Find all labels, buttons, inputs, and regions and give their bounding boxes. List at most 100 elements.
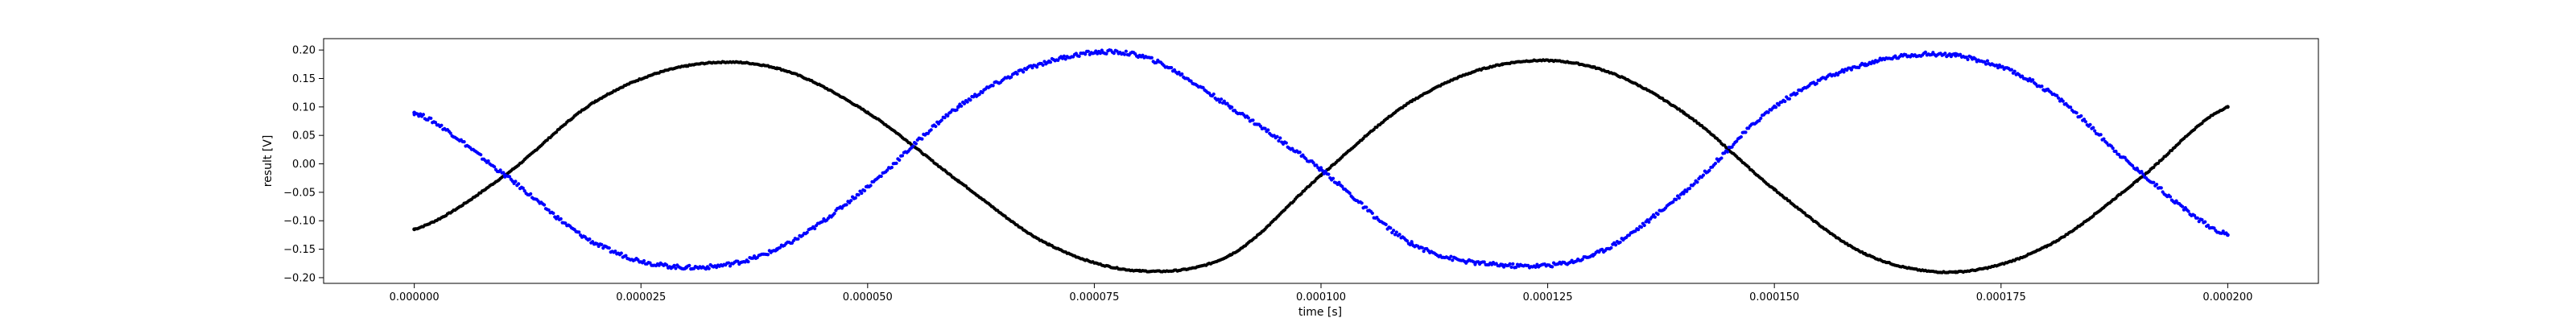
series-marker	[1783, 99, 1787, 104]
series-marker	[1713, 161, 1718, 166]
series-marker	[1063, 57, 1067, 61]
series-marker	[1719, 156, 1724, 160]
series-marker	[521, 186, 525, 190]
series-marker	[1725, 150, 1730, 154]
series-marker	[813, 226, 817, 231]
series-marker	[1048, 60, 1053, 64]
series-marker	[542, 203, 547, 207]
series-marker	[2140, 169, 2144, 174]
series-marker	[1692, 182, 1696, 186]
series-marker	[2055, 93, 2059, 97]
series-marker	[991, 84, 995, 88]
series-marker	[1766, 110, 1770, 114]
series-marker	[1360, 201, 1364, 205]
series-marker	[1653, 215, 1657, 219]
series-marker	[613, 250, 617, 254]
series-marker	[547, 208, 551, 213]
series-marker	[577, 230, 581, 234]
series-marker	[2057, 96, 2061, 100]
series-marker	[900, 154, 905, 158]
series-marker	[2114, 149, 2118, 154]
series-marker	[2102, 137, 2106, 141]
series-marker	[980, 90, 985, 94]
series-marker	[1015, 72, 1019, 76]
series-marker	[1201, 85, 1205, 89]
series-marker	[1682, 192, 1686, 196]
series-marker	[687, 263, 691, 267]
series-marker	[1394, 230, 1398, 234]
series-marker	[1177, 70, 1181, 74]
y-tick-label: 0.20	[292, 45, 316, 57]
series-marker	[1735, 139, 1739, 143]
series-marker	[1348, 191, 1352, 196]
series-marker	[1124, 49, 1128, 53]
series-marker	[1086, 49, 1090, 53]
series-marker	[1100, 48, 1104, 52]
series-marker	[869, 184, 873, 188]
series-marker	[1759, 116, 1763, 121]
plot-area	[323, 38, 2319, 284]
series-marker	[1701, 173, 1706, 177]
series-marker	[844, 203, 848, 207]
series-marker	[968, 98, 972, 102]
series-marker	[1077, 54, 1081, 58]
series-marker	[1222, 99, 1226, 103]
series-marker	[1550, 265, 1554, 269]
series-marker	[1509, 265, 1513, 269]
series-marker	[939, 118, 943, 122]
series-marker	[2093, 129, 2097, 133]
series-marker	[1062, 54, 1066, 58]
series-marker	[522, 189, 526, 193]
series-marker	[853, 196, 857, 200]
series-marker	[1220, 97, 1224, 101]
series-marker	[1263, 126, 1267, 130]
series-marker	[1022, 70, 1026, 74]
series-marker	[1730, 145, 1734, 149]
y-tick-label: −0.05	[283, 187, 316, 199]
series-marker	[591, 240, 595, 244]
x-axis-ticks: 0.000000 0.000025 0.000050 0.000075 0.000100…	[390, 283, 2252, 303]
series-marker	[1473, 262, 1477, 266]
series-marker	[977, 92, 981, 97]
series-marker	[1514, 265, 1518, 270]
series-marker	[1275, 134, 1279, 138]
series-marker	[1451, 258, 1455, 262]
x-tick-label: 0.000000	[390, 291, 440, 303]
series-marker	[1674, 197, 1678, 201]
series-marker	[2013, 69, 2017, 73]
series-marker	[2195, 216, 2199, 220]
series-marker	[1246, 116, 1250, 120]
series-marker	[1985, 59, 1989, 63]
series-marker	[1298, 150, 1302, 155]
series-marker	[1034, 65, 1039, 69]
series-marker	[2040, 85, 2044, 89]
series-marker	[1266, 128, 1270, 132]
series-marker	[2079, 114, 2083, 118]
series-marker	[879, 174, 883, 179]
series-marker	[2074, 111, 2079, 115]
x-axis-label: time [s]	[1298, 306, 1342, 319]
series-marker	[486, 159, 490, 163]
series-marker	[1284, 141, 1288, 145]
series-marker	[1613, 243, 1618, 247]
series-marker	[2203, 220, 2207, 224]
series-marker	[1618, 240, 1622, 245]
series-marker	[1580, 258, 1584, 262]
series-marker	[2155, 182, 2159, 187]
series-marker	[727, 261, 731, 265]
series-marker	[1472, 260, 1476, 264]
series-layer	[412, 47, 2230, 275]
series-marker	[1104, 52, 1108, 56]
series-marker	[946, 114, 950, 118]
series-marker	[1098, 52, 1103, 56]
series-marker	[551, 211, 555, 215]
series-marker	[1327, 172, 1331, 176]
series-marker	[1757, 118, 1761, 123]
x-tick-label: 0.000125	[1523, 291, 1573, 303]
series-marker	[1180, 72, 1184, 76]
series-marker	[648, 261, 652, 265]
x-tick-label: 0.000175	[1976, 291, 2026, 303]
series-marker	[624, 254, 628, 258]
series-marker	[1397, 233, 1402, 237]
series-marker	[1364, 205, 1368, 209]
